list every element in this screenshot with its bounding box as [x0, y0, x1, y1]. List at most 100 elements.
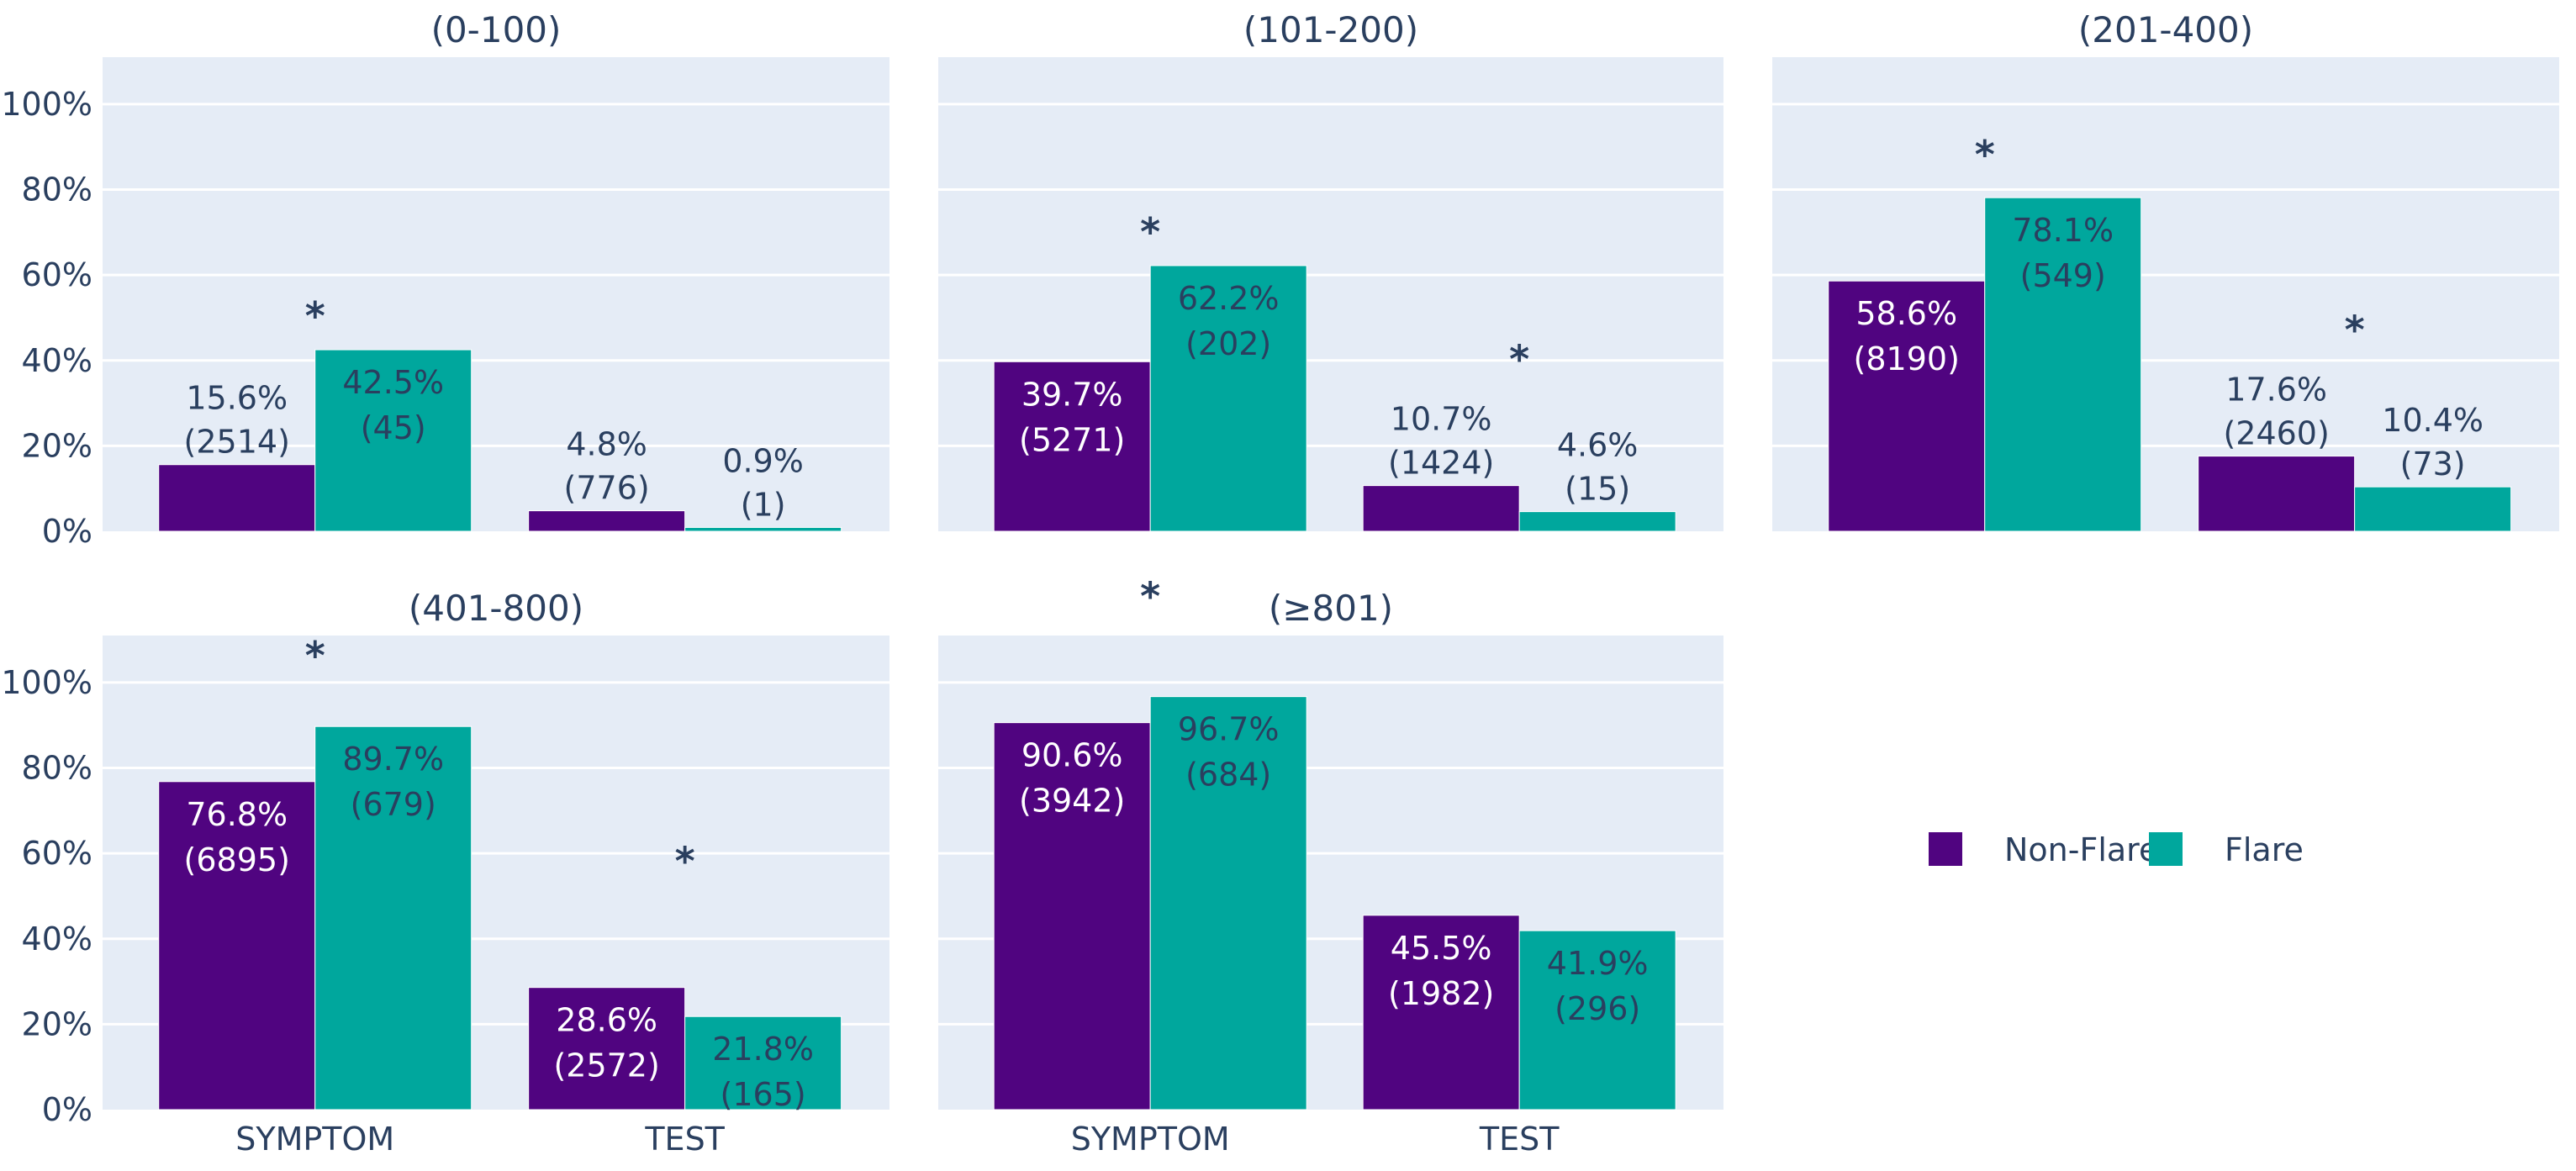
count-label-non-flare: (776) [564, 470, 650, 507]
count-label-non-flare: (2572) [553, 1047, 659, 1084]
significance-star: * [1140, 574, 1160, 620]
y-tick-label: 80% [22, 171, 92, 208]
count-label-non-flare: (8190) [1854, 340, 1960, 377]
bar-flare [684, 1015, 842, 1110]
y-tick-label: 0% [42, 513, 92, 550]
count-label-non-flare: (1982) [1388, 975, 1494, 1012]
panel-0: 0% 20% 40% 60% 80% 100% (0-100) 15.6% (2514) 42.5… [1, 9, 889, 550]
bar-flare [1149, 265, 1307, 532]
y-tick-label: 60% [22, 256, 92, 293]
significance-star: * [305, 293, 325, 339]
panel-title: (≥801) [1269, 588, 1393, 629]
data-label-non-flare: 17.6% [2225, 372, 2327, 409]
panel-title: (401-800) [409, 588, 583, 629]
count-label-flare: (15) [1565, 471, 1630, 508]
data-label-non-flare: 15.6% [186, 380, 288, 417]
count-label-flare: (679) [351, 786, 436, 823]
count-label-non-flare: (6895) [184, 841, 290, 878]
count-label-flare: (1) [741, 486, 786, 523]
y-tick-label: 60% [22, 835, 92, 872]
bar-non-flare [2198, 456, 2356, 532]
data-label-flare: 96.7% [1178, 711, 1280, 748]
count-label-flare: (549) [2020, 257, 2106, 294]
data-label-flare: 21.8% [712, 1031, 814, 1068]
count-label-non-flare: (3942) [1019, 783, 1125, 820]
panel-3: 0% 20% 40% 60% 80% 100% (401-800) 76.8% (6895) 89… [1, 588, 889, 1158]
data-label-flare: 10.4% [2382, 402, 2484, 439]
legend-label: Non-Flare [2004, 831, 2158, 868]
x-tick-label: TEST [644, 1121, 725, 1158]
legend-swatch-flare [2149, 832, 2183, 866]
bar-flare [314, 349, 472, 532]
significance-star: * [305, 633, 325, 678]
panel-title: (0-100) [431, 9, 562, 50]
bar-flare [2354, 486, 2512, 532]
legend-label: Flare [2225, 831, 2304, 868]
data-label-non-flare: 4.8% [566, 426, 647, 463]
count-label-non-flare: (1424) [1388, 445, 1494, 482]
legend-swatch-non-flare [1929, 832, 1962, 866]
count-label-flare: (165) [721, 1076, 806, 1113]
bar-non-flare [1362, 915, 1520, 1110]
panel-title: (201-400) [2078, 9, 2253, 50]
panel-title: (101-200) [1243, 9, 1418, 50]
data-label-flare: 42.5% [342, 364, 444, 401]
count-label-non-flare: (2460) [2223, 415, 2329, 452]
bar-non-flare [528, 510, 686, 532]
panel-1: (101-200) 39.7% (5271) 62.2% (202) * 10.7% (142… [938, 9, 1723, 532]
plot-background [103, 57, 889, 531]
data-label-flare: 0.9% [722, 442, 804, 479]
significance-star: * [2345, 308, 2365, 353]
y-tick-label: 20% [22, 1005, 92, 1042]
count-label-non-flare: (5271) [1019, 421, 1125, 458]
bar-flare [314, 725, 472, 1110]
count-label-non-flare: (2514) [184, 424, 290, 461]
significance-star: * [1975, 132, 1995, 177]
bar-non-flare [1828, 280, 1986, 532]
data-label-non-flare: 58.6% [1855, 295, 1957, 332]
data-label-flare: 78.1% [2012, 212, 2114, 249]
data-label-non-flare: 28.6% [556, 1002, 657, 1039]
bar-flare [684, 526, 842, 532]
x-tick-label: TEST [1479, 1121, 1560, 1158]
panel-2: (201-400) 58.6% (8190) 78.1% (549) * 17.6% (246… [1772, 9, 2559, 532]
data-label-flare: 62.2% [1178, 280, 1280, 317]
data-label-non-flare: 45.5% [1391, 930, 1492, 967]
bar-non-flare [993, 722, 1151, 1110]
y-tick-label: 20% [22, 427, 92, 464]
data-label-non-flare: 10.7% [1391, 401, 1492, 438]
x-tick-label: SYMPTOM [235, 1121, 394, 1158]
count-label-flare: (296) [1555, 990, 1640, 1027]
significance-star: * [1509, 337, 1529, 382]
bar-non-flare [158, 464, 316, 532]
data-label-flare: 41.9% [1547, 945, 1649, 982]
count-label-flare: (45) [361, 409, 426, 446]
bar-flare [1984, 197, 2142, 532]
y-tick-label: 0% [42, 1091, 92, 1128]
significance-star: * [675, 839, 695, 884]
y-tick-label: 100% [1, 86, 92, 123]
data-label-non-flare: 90.6% [1021, 737, 1123, 774]
bar-non-flare [993, 361, 1151, 532]
x-tick-label: SYMPTOM [1071, 1121, 1230, 1158]
bar-non-flare [1362, 485, 1520, 532]
bar-flare [1518, 511, 1676, 532]
panel-4: (≥801) 90.6% (3942) 96.7% (684) * SYMPTOM 45.5%… [938, 574, 1723, 1158]
count-label-flare: (202) [1185, 325, 1271, 362]
legend: Non-Flare Flare [1929, 831, 2304, 868]
data-label-non-flare: 39.7% [1021, 376, 1123, 413]
significance-star: * [1140, 209, 1160, 255]
bar-flare [1518, 930, 1676, 1110]
bar-non-flare [158, 781, 316, 1110]
y-tick-label: 40% [22, 920, 92, 957]
data-label-non-flare: 76.8% [186, 796, 288, 833]
bar-flare [1149, 696, 1307, 1110]
y-tick-label: 40% [22, 342, 92, 379]
y-tick-label: 100% [1, 664, 92, 701]
y-tick-label: 80% [22, 750, 92, 787]
count-label-flare: (684) [1185, 757, 1271, 794]
count-label-flare: (73) [2400, 446, 2466, 483]
data-label-flare: 89.7% [342, 741, 444, 778]
data-label-flare: 4.6% [1557, 427, 1639, 464]
